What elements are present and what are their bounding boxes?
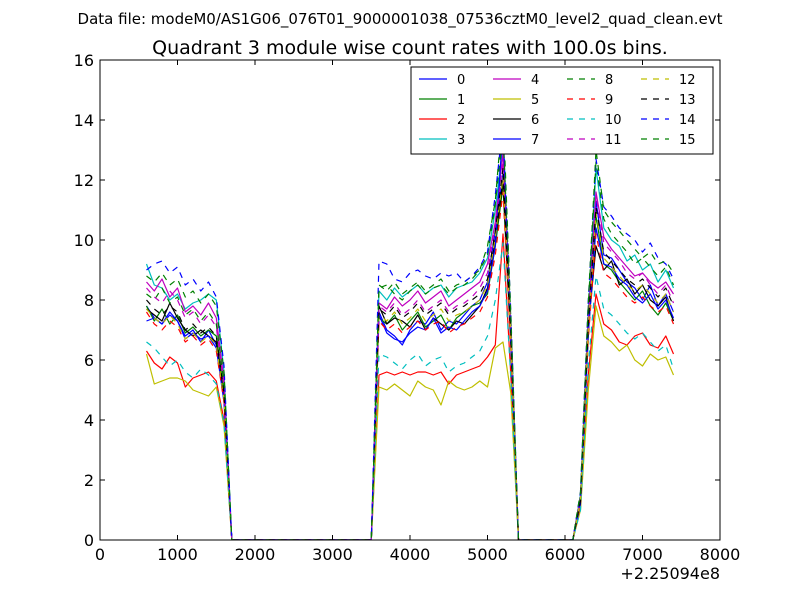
legend-label-0: 0	[457, 73, 465, 88]
x-offset-label: +2.25094e8	[620, 564, 720, 583]
legend-label-7: 7	[531, 133, 539, 148]
y-tick-label: 14	[74, 111, 94, 130]
y-tick-label: 6	[84, 351, 94, 370]
x-tick-label: 6000	[545, 545, 586, 564]
x-tick-label: 0	[95, 545, 105, 564]
series-line-12	[146, 176, 675, 540]
legend-label-12: 12	[679, 73, 696, 88]
series-line-2	[145, 233, 675, 540]
y-tick-label: 8	[84, 291, 94, 310]
legend-label-1: 1	[457, 93, 465, 108]
legend-label-14: 14	[679, 113, 696, 128]
y-tick-label: 12	[74, 171, 94, 190]
y-tick-label: 0	[84, 531, 94, 550]
legend-label-15: 15	[679, 133, 696, 148]
x-tick-label: 3000	[312, 545, 353, 564]
y-tick-label: 4	[84, 411, 94, 430]
y-tick-label: 16	[74, 51, 94, 70]
figure-suptitle: Data file: modeM0/AS1G06_076T01_90000010…	[78, 10, 723, 29]
series-line-5	[145, 305, 675, 540]
series-line-10	[146, 242, 675, 540]
series-line-15	[146, 107, 675, 540]
x-tick-label: 1000	[157, 545, 198, 564]
series-line-13	[146, 167, 675, 540]
legend-label-3: 3	[457, 133, 465, 148]
series-line-3	[145, 143, 675, 540]
legend-label-5: 5	[531, 93, 539, 108]
x-tick-label: 8000	[700, 545, 741, 564]
tick-layer: 0 1000 2000 3000 4000 5000 6000 7000 80000246810…	[74, 51, 741, 564]
legend-box	[410, 66, 714, 155]
series-layer	[145, 107, 675, 540]
y-tick-label: 10	[74, 231, 94, 250]
x-tick-label: 4000	[390, 545, 431, 564]
y-tick-label: 2	[84, 471, 94, 490]
legend-label-2: 2	[457, 113, 465, 128]
legend-label-8: 8	[605, 73, 613, 88]
legend-label-13: 13	[679, 93, 696, 108]
legend-label-11: 11	[605, 133, 622, 148]
legend-label-10: 10	[605, 113, 622, 128]
legend-label-9: 9	[605, 93, 613, 108]
x-tick-label: 7000	[622, 545, 663, 564]
chart-title: Quadrant 3 module wise count rates with …	[152, 37, 668, 59]
legend-label-6: 6	[531, 113, 539, 128]
x-tick-label: 5000	[467, 545, 508, 564]
legend-label-4: 4	[531, 73, 539, 88]
x-tick-label: 2000	[235, 545, 276, 564]
